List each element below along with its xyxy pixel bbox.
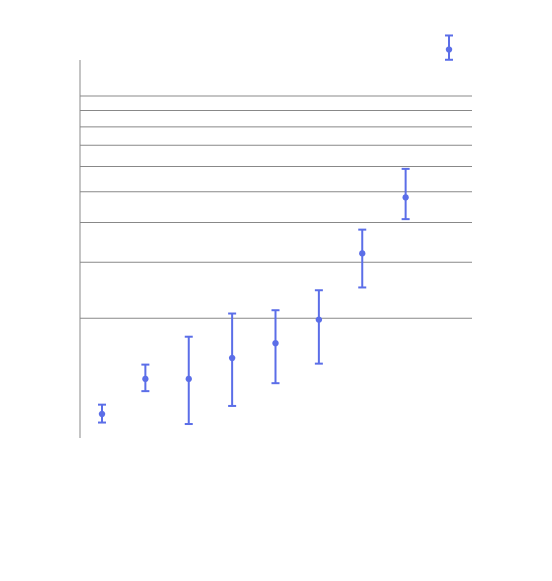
data-point-8 xyxy=(401,167,410,221)
point-marker-1 xyxy=(98,410,106,418)
point-marker-4 xyxy=(228,354,236,362)
data-point-6 xyxy=(314,289,323,365)
data-point-4 xyxy=(228,312,237,407)
point-marker-3 xyxy=(185,375,192,383)
point-marker-7 xyxy=(359,250,366,257)
point-marker-9 xyxy=(445,46,453,53)
data-point-1 xyxy=(98,403,106,424)
data-point-7 xyxy=(358,228,367,289)
data-point-2 xyxy=(141,363,150,393)
point-marker-8 xyxy=(402,194,409,201)
gridlines xyxy=(80,95,472,319)
point-marker-5 xyxy=(272,339,279,347)
data-point-9 xyxy=(445,34,453,61)
data-points xyxy=(98,34,453,426)
data-point-5 xyxy=(271,309,280,385)
data-point-3 xyxy=(184,335,193,426)
point-marker-6 xyxy=(315,316,323,323)
point-marker-2 xyxy=(142,375,149,383)
